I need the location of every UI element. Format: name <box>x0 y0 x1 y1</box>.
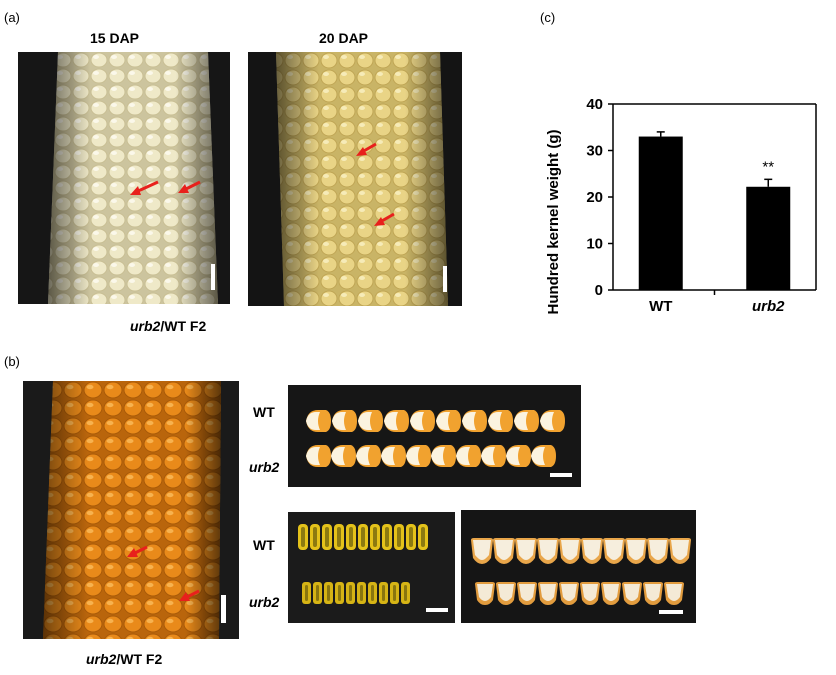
y-tick-label: 10 <box>586 236 603 253</box>
bar-WT <box>638 136 683 290</box>
panel-a-caption: urb2/WT F2 <box>130 318 206 334</box>
wt-edge-row <box>298 524 428 550</box>
arrow-20dap-1 <box>356 142 377 156</box>
arrow-mature-1 <box>127 545 148 557</box>
panel-b-caption: urb2/WT F2 <box>86 651 162 667</box>
kernel-rows-side-view <box>288 385 581 487</box>
arrow-15dap-2 <box>178 180 201 193</box>
ear-photo-mature <box>23 381 239 639</box>
y-tick-label: 0 <box>595 282 603 299</box>
panel-b-label: (b) <box>4 354 20 369</box>
caption-rest: /WT F2 <box>116 651 163 667</box>
row-label-urb2-1: urb2 <box>249 459 280 475</box>
kernel-weight-chart: Hundred kernel weight (g) 0 10 20 30 40 WT ur… <box>545 96 817 315</box>
ear-photo-15dap <box>18 52 230 304</box>
panel-a-label: (a) <box>4 10 20 25</box>
ear-photo-20dap <box>248 52 462 306</box>
kernel-rows-embryo-view <box>461 510 696 623</box>
caption-gene: urb2 <box>86 651 117 667</box>
x-tick-label: WT <box>649 298 672 315</box>
caption-gene: urb2 <box>130 318 161 334</box>
y-tick-label: 20 <box>586 189 603 206</box>
row-label-wt-1: WT <box>253 404 275 420</box>
row-label-wt-2: WT <box>253 537 275 553</box>
panel-a-right-title: 20 DAP <box>319 30 369 46</box>
x-tick-label: urb2 <box>752 298 785 315</box>
arrow-mature-2 <box>179 589 200 601</box>
panel-a-left-title: 15 DAP <box>90 30 140 46</box>
significance-mark: ** <box>762 158 774 175</box>
arrow-20dap-2 <box>374 212 395 226</box>
y-tick-label: 30 <box>586 143 603 160</box>
panel-c-label: (c) <box>540 10 556 25</box>
y-axis-label: Hundred kernel weight (g) <box>545 129 562 314</box>
caption-rest: /WT F2 <box>160 318 207 334</box>
bar-urb2 <box>746 186 791 290</box>
arrow-15dap-1 <box>130 180 159 195</box>
row-label-urb2-2: urb2 <box>249 594 280 610</box>
y-tick-label: 40 <box>586 96 603 113</box>
kernel-rows-edge-view <box>288 512 455 623</box>
